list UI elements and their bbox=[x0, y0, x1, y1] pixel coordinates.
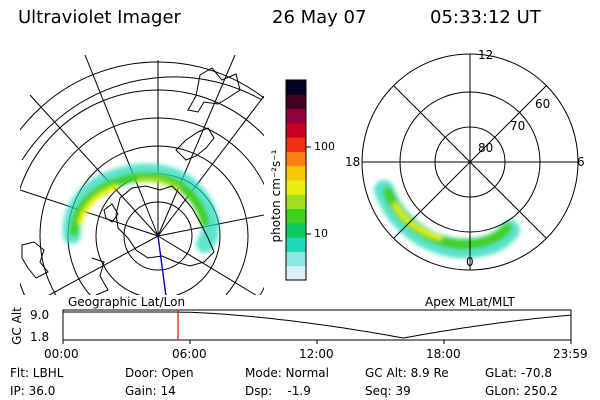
colorbar-segment bbox=[286, 180, 306, 195]
colorbar-segment bbox=[286, 122, 306, 138]
colorbar-unit-label: photon cm⁻²s⁻¹ bbox=[269, 149, 283, 243]
colorbar-tick-100: 100 bbox=[314, 140, 335, 153]
altitude-ylabel: GC Alt bbox=[10, 307, 24, 345]
date-label: 26 May 07 bbox=[272, 7, 367, 28]
altitude-xtick-marks bbox=[62, 340, 572, 344]
colorbar-bar bbox=[286, 80, 306, 281]
altitude-curve bbox=[63, 311, 572, 339]
geo-panel-label: Geographic Lat/Lon bbox=[68, 295, 186, 309]
altitude-plot bbox=[62, 309, 572, 344]
geo-coastlines bbox=[21, 67, 241, 295]
status-glon: GLon: 250.2 bbox=[485, 384, 558, 398]
colorbar-segment bbox=[286, 108, 306, 124]
mlt-label-18: 18 bbox=[345, 155, 361, 169]
colorbar-segment bbox=[286, 151, 306, 167]
status-filter: Flt: LBHL bbox=[10, 366, 64, 380]
colorbar-tick-10: 10 bbox=[314, 227, 328, 240]
mlt-panel-label: Apex MLat/MLT bbox=[425, 295, 515, 309]
colorbar-segment bbox=[286, 251, 306, 267]
status-gain: Gain: 14 bbox=[125, 384, 176, 398]
colorbar-segment bbox=[286, 165, 306, 181]
status-glat: GLat: -70.8 bbox=[485, 366, 552, 380]
geo-meridians bbox=[20, 55, 264, 295]
mlt-label-0: 0 bbox=[466, 255, 474, 269]
colorbar-segment bbox=[286, 137, 306, 152]
colorbar-segment bbox=[286, 265, 306, 281]
mlt-label-12: 12 bbox=[478, 48, 494, 62]
geo-subsatellite-line bbox=[157, 235, 167, 295]
colorbar-segment bbox=[286, 237, 306, 252]
xtick-2359: 23:59 bbox=[553, 347, 588, 361]
status-ip: IP: 36.0 bbox=[10, 384, 56, 398]
xtick-1200: 12:00 bbox=[299, 347, 334, 361]
xtick-0000: 00:00 bbox=[44, 347, 79, 361]
mlt-lat-80: 80 bbox=[478, 141, 494, 155]
status-dsp: Dsp: -1.9 bbox=[245, 384, 311, 398]
colorbar-segment bbox=[286, 94, 306, 110]
mlt-label-6: 6 bbox=[577, 155, 585, 169]
geo-boundary bbox=[21, 76, 263, 161]
colorbar-ticks bbox=[306, 146, 311, 235]
mlt-aurora bbox=[374, 180, 520, 259]
geo-aurora bbox=[62, 163, 220, 253]
xtick-0600: 06:00 bbox=[172, 347, 207, 361]
status-door: Door: Open bbox=[125, 366, 194, 380]
mlt-lat-70: 70 bbox=[510, 119, 526, 133]
status-seq: Seq: 39 bbox=[365, 384, 411, 398]
altitude-ytick-max: 9.0 bbox=[30, 308, 50, 322]
colorbar-segment bbox=[286, 194, 306, 210]
status-mode: Mode: Normal bbox=[245, 366, 329, 380]
time-label: 05:33:12 UT bbox=[430, 7, 541, 28]
xtick-1800: 18:00 bbox=[426, 347, 461, 361]
colorbar-segment bbox=[286, 208, 306, 224]
mlt-polar-plot bbox=[361, 53, 579, 271]
colorbar-segment bbox=[286, 222, 306, 238]
status-gc-alt: GC Alt: 8.9 Re bbox=[365, 366, 449, 380]
geo-map bbox=[20, 55, 264, 295]
mlt-spokes bbox=[362, 54, 578, 270]
altitude-ytick-min: 1.8 bbox=[30, 330, 50, 344]
mlt-lat-60: 60 bbox=[535, 97, 551, 111]
instrument-title: Ultraviolet Imager bbox=[18, 7, 181, 28]
colorbar-segment bbox=[286, 80, 306, 95]
